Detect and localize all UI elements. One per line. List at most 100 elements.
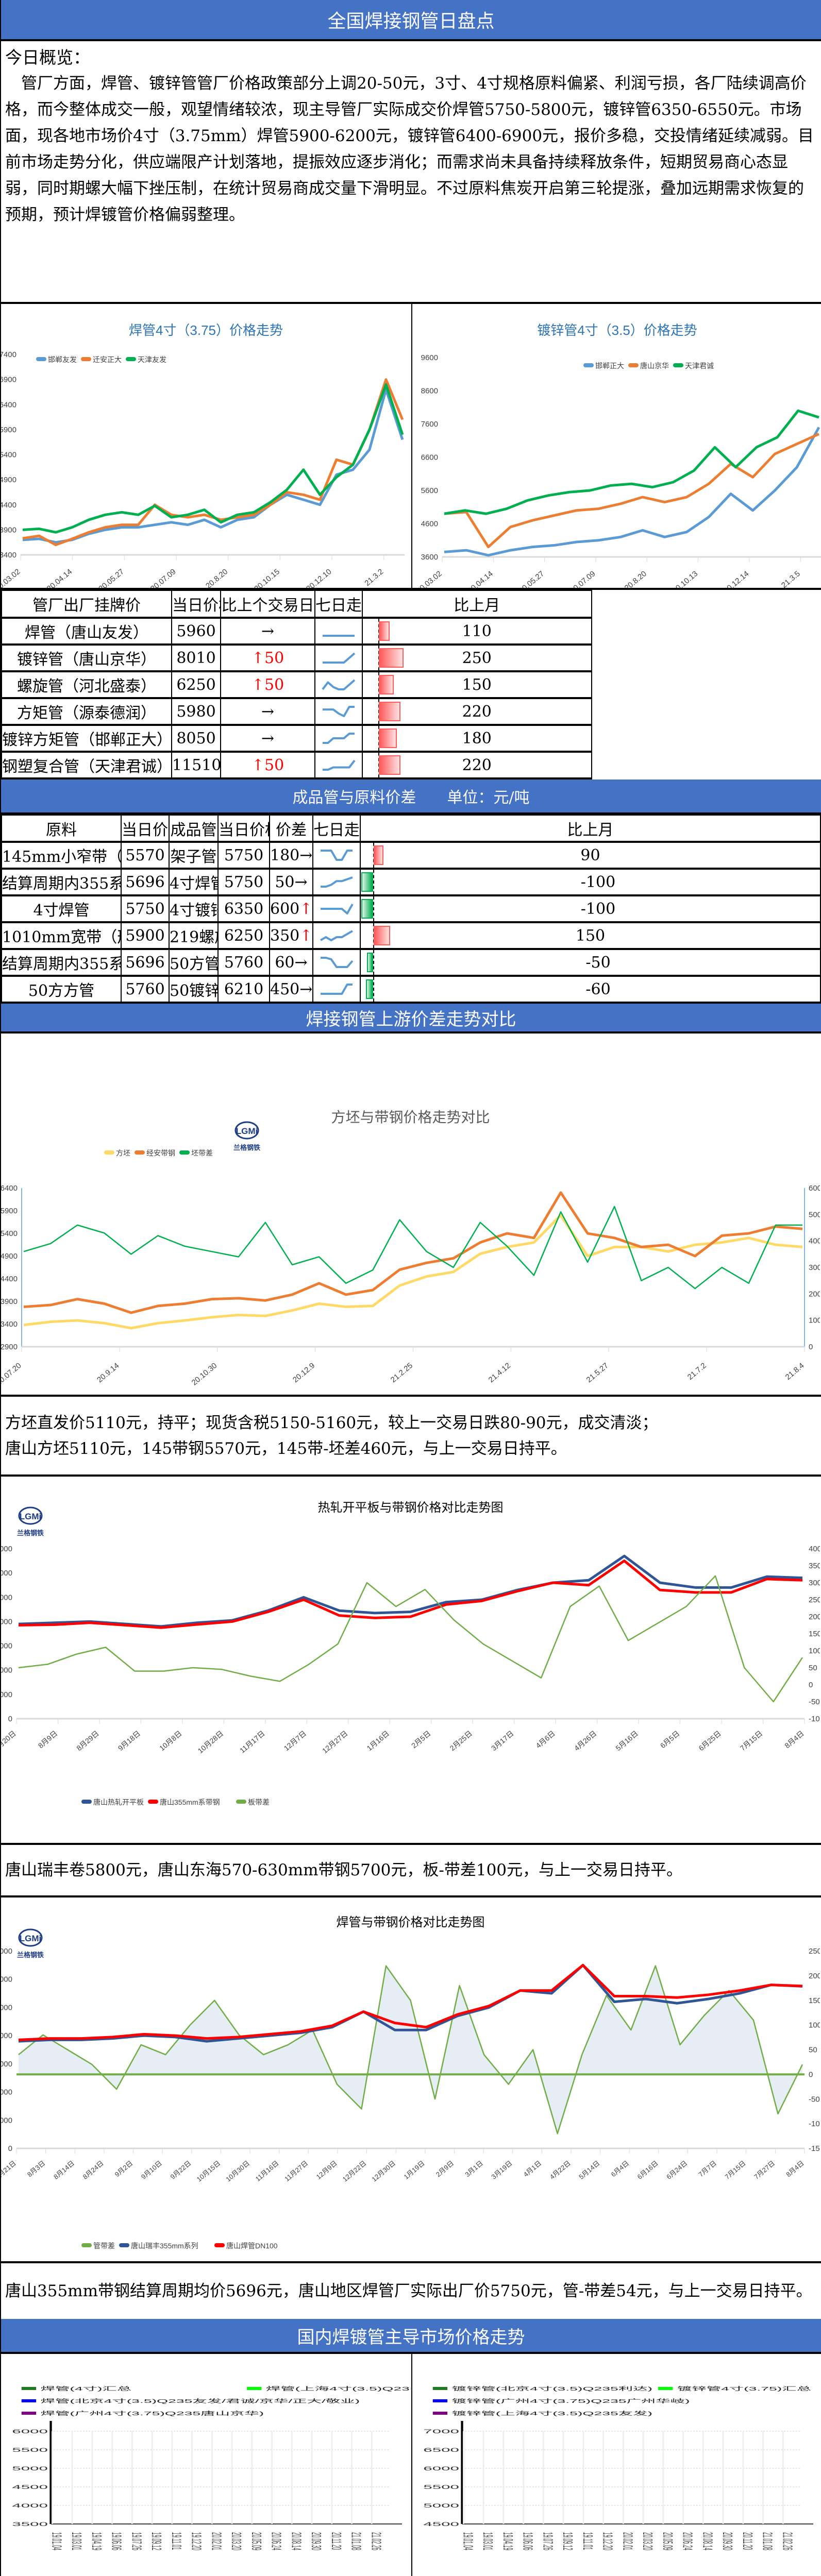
svg-text:8月3日: 8月3日 bbox=[26, 2159, 47, 2179]
svg-text:7月7日: 7月7日 bbox=[697, 2159, 718, 2179]
svg-text:10月8日: 10月8日 bbox=[158, 1729, 183, 1752]
chart-title: 方坯与带钢价格走势对比 bbox=[331, 1109, 490, 1125]
series-line bbox=[22, 383, 404, 534]
svg-text:4900: 4900 bbox=[1, 476, 16, 484]
svg-text:坯带差: 坯带差 bbox=[191, 1149, 213, 1157]
svg-text:板带差: 板带差 bbox=[248, 1798, 270, 1806]
sparkline-cell bbox=[314, 617, 363, 646]
svg-text:11月16日: 11月16日 bbox=[254, 2159, 280, 2183]
svg-text:8月9日: 8月9日 bbox=[37, 1729, 59, 1750]
svg-text:19.09.12: 19.09.12 bbox=[560, 2532, 574, 2550]
svg-text:200: 200 bbox=[809, 1972, 820, 1980]
svg-text:20.08.14: 20.08.14 bbox=[699, 2532, 714, 2550]
mom-value: 110 bbox=[462, 622, 492, 640]
mom-value: 220 bbox=[462, 756, 492, 774]
svg-text:焊管(北京4寸(3.5)Q235友发/君诚/京华/正大/敬业: 焊管(北京4寸(3.5)Q235友发/君诚/京华/正大/敬业) bbox=[41, 2398, 360, 2404]
svg-text:21.3.2: 21.3.2 bbox=[363, 567, 385, 588]
svg-text:天津友发: 天津友发 bbox=[138, 355, 166, 364]
sparkline-cell bbox=[312, 922, 361, 950]
svg-text:400: 400 bbox=[809, 1237, 820, 1246]
svg-text:19.01.04: 19.01.04 bbox=[49, 2532, 63, 2550]
svg-text:10月30日: 10月30日 bbox=[224, 2159, 251, 2183]
mom-bar bbox=[379, 675, 394, 694]
svg-text:19.06.06: 19.06.06 bbox=[520, 2532, 534, 2550]
spread-banner: 成品管与原料价差 单位：元/吨 bbox=[1, 779, 821, 815]
svg-text:4000: 4000 bbox=[1, 2031, 12, 2040]
lgmi-logo: LGMi 兰格钢铁 bbox=[17, 1506, 44, 1537]
mom-bar bbox=[379, 755, 400, 775]
product-name: 焊管（唐山友发） bbox=[1, 617, 172, 646]
bar-axis bbox=[373, 950, 374, 974]
header-cell: 管厂出厂挂牌价 bbox=[1, 590, 172, 619]
svg-text:3900: 3900 bbox=[1, 526, 16, 534]
svg-text:6600: 6600 bbox=[421, 453, 438, 462]
svg-text:20.07.09: 20.07.09 bbox=[568, 569, 597, 588]
header-cell: 比上个交易日 bbox=[220, 590, 315, 619]
svg-text:6400: 6400 bbox=[1, 400, 16, 409]
mom-cell: 180 bbox=[362, 724, 592, 753]
svg-text:21.7.2: 21.7.2 bbox=[686, 1361, 708, 1382]
mom-cell: -100 bbox=[360, 868, 821, 896]
mom-cell: -60 bbox=[360, 975, 821, 1004]
billet-text-2: 唐山方坯5110元，145带钢5570元，145带-坯差460元，与上一交易日持… bbox=[5, 1439, 567, 1458]
svg-text:3000: 3000 bbox=[1, 2060, 12, 2069]
svg-text:5600: 5600 bbox=[421, 486, 438, 495]
product-price: 5760 bbox=[217, 948, 270, 977]
svg-text:-100: -100 bbox=[809, 2120, 820, 2128]
svg-text:20.03.20: 20.03.20 bbox=[228, 2532, 243, 2550]
pipe-trend-charts: 焊管4寸（3.75）价格走势 邯郸友发 迁安正大 天津友发 3400 3900 4400 49… bbox=[0, 304, 821, 596]
svg-text:20.11.20: 20.11.20 bbox=[740, 2532, 754, 2550]
mom-cell: 150 bbox=[360, 922, 821, 950]
svg-text:镀锌管4寸(3.75)汇总: 镀锌管4寸(3.75)汇总 bbox=[677, 2386, 811, 2392]
mom-bar-positive bbox=[374, 845, 383, 865]
svg-text:20.07.20: 20.07.20 bbox=[1, 1361, 23, 1387]
product-name: 方矩管（源泰德润） bbox=[1, 698, 172, 726]
svg-text:7月27日: 7月27日 bbox=[752, 2159, 776, 2181]
svg-text:20.03.02: 20.03.02 bbox=[414, 569, 443, 588]
bar-axis bbox=[373, 870, 374, 893]
change-cell: ↑50 bbox=[220, 671, 315, 699]
mom-value: -100 bbox=[580, 873, 616, 891]
mom-value: 150 bbox=[462, 675, 492, 694]
svg-text:6000: 6000 bbox=[1, 1975, 12, 1984]
svg-text:19.07.26: 19.07.26 bbox=[540, 2532, 554, 2550]
factory-table-header: 管厂出厂挂牌价 当日价格 比上个交易日 七日走势图 比上月 bbox=[1, 590, 820, 619]
svg-text:3400: 3400 bbox=[1, 551, 16, 560]
factory-table-row: 镀锌方矩管（邯郸正大） 8050 → 180 bbox=[1, 724, 820, 753]
svg-text:10月28日: 10月28日 bbox=[196, 1729, 225, 1755]
svg-text:7月20日: 7月20日 bbox=[1, 1729, 18, 1752]
svg-text:1月19日: 1月19日 bbox=[403, 2159, 426, 2181]
mom-cell: 220 bbox=[362, 751, 592, 779]
svg-text:7400: 7400 bbox=[1, 350, 16, 359]
svg-text:5900: 5900 bbox=[1, 426, 16, 434]
svg-text:5月16日: 5月16日 bbox=[614, 1729, 640, 1752]
svg-text:管带差: 管带差 bbox=[93, 2242, 115, 2250]
svg-text:21.01.08: 21.01.08 bbox=[348, 2532, 363, 2550]
spread-value: 50 bbox=[275, 873, 295, 891]
svg-text:350: 350 bbox=[809, 1562, 820, 1570]
svg-text:11月27日: 11月27日 bbox=[283, 2159, 309, 2183]
mom-value: 250 bbox=[462, 649, 492, 667]
price-cell: 11510 bbox=[171, 751, 221, 779]
chart-legend: 邯郸友发 迁安正大 天津友发 bbox=[36, 355, 166, 364]
sparkline-cell bbox=[312, 895, 361, 923]
svg-text:400: 400 bbox=[809, 1545, 820, 1553]
sparkline-icon bbox=[321, 850, 353, 861]
svg-text:20.05.09: 20.05.09 bbox=[248, 2532, 263, 2550]
raw-price: 5900 bbox=[121, 922, 170, 950]
svg-text:4000: 4000 bbox=[1, 1617, 12, 1626]
svg-text:5400: 5400 bbox=[1, 451, 16, 460]
svg-text:8月4日: 8月4日 bbox=[783, 1729, 806, 1750]
product: 4寸焊管 bbox=[169, 868, 219, 896]
weld-market-chart: 焊管(4寸)汇总 焊管(北京4寸(3.5)Q235友发/君诚/京华/正大/敬业) 焊… bbox=[1, 2354, 451, 2576]
product-name: 镀锌管（唐山京华） bbox=[1, 644, 172, 672]
svg-text:19.03.01: 19.03.01 bbox=[69, 2532, 83, 2550]
header-cell: 成品管 bbox=[169, 815, 219, 843]
svg-text:-100: -100 bbox=[809, 1715, 820, 1723]
mom-value: 180 bbox=[462, 729, 492, 748]
svg-text:3600: 3600 bbox=[421, 553, 438, 562]
svg-text:20.05.09: 20.05.09 bbox=[660, 2532, 674, 2550]
factory-price-table: 管厂出厂挂牌价 当日价格 比上个交易日 七日走势图 比上月 焊管（唐山友发）59… bbox=[1, 590, 821, 779]
